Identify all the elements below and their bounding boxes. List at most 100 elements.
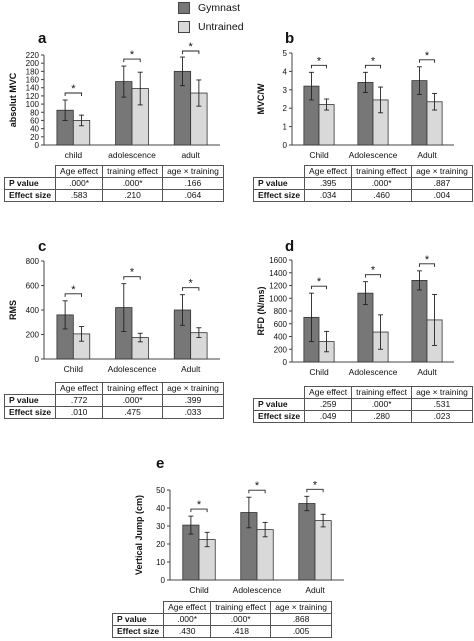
y-tick-label: 1400 [269, 269, 287, 278]
table-row: P value .000* .000* .166 [3, 177, 224, 190]
significance-bracket [310, 64, 328, 69]
row-label: Effect size [111, 625, 165, 638]
significance-star: * [317, 55, 322, 67]
y-axis-label: RFD (N/ms) [256, 286, 266, 335]
row-label: Effect size [3, 189, 57, 202]
legend-label-untrained: Untrained [198, 21, 244, 33]
significance-bracket [64, 92, 82, 96]
y-tick-label: 600 [26, 282, 40, 291]
legend-swatch-gymnast [178, 2, 190, 14]
y-tick-label: 800 [26, 257, 40, 266]
x-tick-label: Adolescence [108, 364, 157, 374]
table-cell: .772 [55, 394, 104, 407]
table-row: Effect size .034 .460 .004 [252, 189, 473, 202]
y-tick-label: 80 [30, 108, 39, 117]
y-axis-label: Vertical Jump (cm) [134, 495, 144, 575]
bar-untrained [318, 104, 335, 146]
y-axis-label: RMS [8, 300, 18, 320]
y-tick-label: 10 [156, 558, 165, 567]
chart-c: 0 200 400 600 800 RMS * Child * Adolescence * Adult [8, 257, 220, 374]
table-header-row: Age effect training effect age × trainin… [253, 165, 473, 178]
significance-bracket [190, 508, 208, 513]
row-label: Effect size [252, 410, 306, 423]
row-label: Effect size [3, 406, 57, 419]
table-cell: .210 [102, 189, 164, 202]
y-tick-label: 140 [26, 84, 40, 93]
significance-star: * [130, 49, 135, 61]
row-label: P value [3, 394, 57, 407]
bar-gymnast [411, 279, 428, 363]
x-tick-label: Adult [417, 367, 437, 377]
y-tick-label: 40 [30, 125, 39, 134]
y-tick-label: 200 [26, 59, 40, 68]
bar-gymnast [298, 503, 316, 581]
table-cell: .000* [351, 177, 413, 190]
table-cell: .166 [162, 177, 224, 190]
table-row: Effect size .583 .210 .064 [3, 189, 224, 202]
significance-bracket [306, 488, 324, 493]
row-label: P value [3, 177, 57, 190]
significance-bracket [248, 489, 266, 494]
significance-star: * [313, 479, 318, 491]
y-tick-label: 20 [30, 133, 39, 142]
significance-star: * [317, 276, 322, 288]
table-cell: .887 [411, 177, 473, 190]
y-tick-label: 1200 [269, 282, 287, 291]
legend: Gymnast Untrained [178, 0, 244, 38]
table-cell: .430 [163, 625, 212, 638]
panel-label-b: b [285, 30, 295, 47]
y-tick-label: 400 [274, 333, 288, 342]
y-tick-label: 20 [156, 540, 165, 549]
table-row: P value .259 .000* .531 [252, 398, 473, 411]
y-tick-label: 120 [26, 92, 40, 101]
table-cell: .010 [55, 406, 104, 419]
x-tick-label: Child [309, 367, 329, 377]
table-cell: .460 [351, 189, 413, 202]
y-tick-label: 0 [283, 358, 288, 367]
table-cell: .000* [210, 613, 272, 626]
x-tick-label: adult [181, 150, 200, 160]
bar-untrained [314, 520, 332, 581]
y-tick-label: 1600 [269, 256, 287, 265]
table-header-row: Age effect training effect age × trainin… [4, 382, 224, 395]
y-tick-label: 1000 [269, 294, 287, 303]
table-row: Effect size .010 .475 .033 [3, 406, 224, 419]
y-tick-label: 0 [161, 576, 166, 585]
y-axis-label: MVC/W [256, 83, 266, 115]
table-cell: .418 [210, 625, 272, 638]
table-cell: .033 [162, 406, 224, 419]
significance-bracket [182, 287, 200, 291]
table-cell: .399 [162, 394, 224, 407]
chart-e: 0 10 20 30 40 50 Vertical Jump (cm) * Child * Adol… [134, 479, 344, 595]
legend-label-gymnast: Gymnast [198, 2, 241, 14]
table-header-cell: training effect [351, 165, 413, 178]
table-header-cell: age × training [162, 165, 224, 178]
table-header-cell: Age effect [163, 601, 212, 614]
table-header-row: Age effect training effect age × trainin… [112, 601, 332, 614]
x-tick-label: Child [189, 585, 209, 595]
significance-star: * [189, 278, 194, 290]
chart-b: 0 1 2 3 4 5 MVC/W * Child * Adolescence * Adult [256, 49, 454, 160]
table-header-cell: age × training [411, 165, 473, 178]
panel-label-d: d [285, 238, 295, 255]
significance-bracket [123, 276, 141, 280]
table-header-cell: training effect [102, 382, 164, 395]
stats-table-c: Age effect training effect age × trainin… [3, 382, 224, 419]
table-header-cell: Age effect [304, 386, 353, 399]
y-tick-label: 0 [35, 141, 40, 150]
table-row: P value .000* .000* .868 [111, 613, 332, 626]
significance-star: * [189, 41, 194, 53]
y-tick-label: 800 [274, 307, 288, 316]
table-cell: .000* [102, 177, 164, 190]
y-tick-label: 3 [283, 86, 288, 95]
y-tick-label: 4 [283, 67, 288, 76]
stats-table-d: Age effect training effect age × trainin… [252, 386, 473, 423]
table-header-cell: training effect [351, 386, 413, 399]
table-cell: .395 [304, 177, 353, 190]
significance-bracket [364, 64, 382, 69]
y-tick-label: 200 [26, 331, 40, 340]
row-label: P value [252, 398, 306, 411]
legend-swatch-untrained [178, 21, 190, 33]
y-tick-label: 1 [283, 123, 288, 132]
y-tick-label: 2 [283, 104, 288, 113]
